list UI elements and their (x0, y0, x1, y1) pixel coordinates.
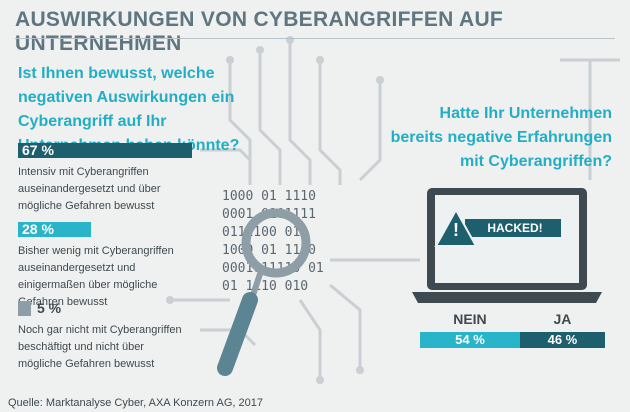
value-label: 5 % (37, 300, 62, 316)
page-title: AUSWIRKUNGEN VON CYBERANGRIFFEN AUF UNTE… (15, 8, 504, 55)
hacked-banner (465, 219, 561, 237)
hacked-text: HACKED! (487, 221, 542, 235)
value-label: 46 % (547, 332, 578, 347)
category-label: Intensiv mit Cyberangriffen auseinanderg… (18, 166, 161, 212)
laptop-base (412, 292, 602, 303)
binary-line: 01 1110 010 (222, 279, 308, 294)
value-label: 54 % (455, 332, 485, 347)
title-rule (15, 38, 615, 39)
circuit-lines (170, 40, 620, 380)
legend-label: JA (553, 311, 572, 327)
magnifier (217, 208, 311, 376)
legend-label: NEIN (453, 311, 487, 327)
binary-line: 0111100 010 (222, 225, 308, 240)
category-label: Bisher wenig mit Cyberangriffen auseinan… (18, 245, 174, 308)
value-label: 28 % (22, 221, 54, 237)
laptop: ! HACKED! (412, 188, 602, 303)
bar (18, 143, 193, 158)
value-label: 67 % (22, 142, 54, 158)
bar (18, 222, 91, 237)
bar-segment (420, 332, 520, 348)
bar (18, 301, 31, 316)
question-2: Hatte Ihr Unternehmen bereits negative E… (390, 105, 612, 170)
warning-mark: ! (453, 220, 459, 240)
warning-icon (434, 207, 478, 247)
magnifier-handle (217, 292, 258, 376)
source: Quelle: Marktanalyse Cyber, AXA Konzern … (8, 397, 263, 409)
bar-segment (519, 332, 605, 348)
circuit-nodes (166, 36, 384, 384)
binary-line: 1000 01 1110 (222, 189, 316, 204)
category-label: Noch gar nicht mit Cyberangriffen beschä… (18, 324, 182, 370)
magnifier-ring (241, 208, 311, 278)
